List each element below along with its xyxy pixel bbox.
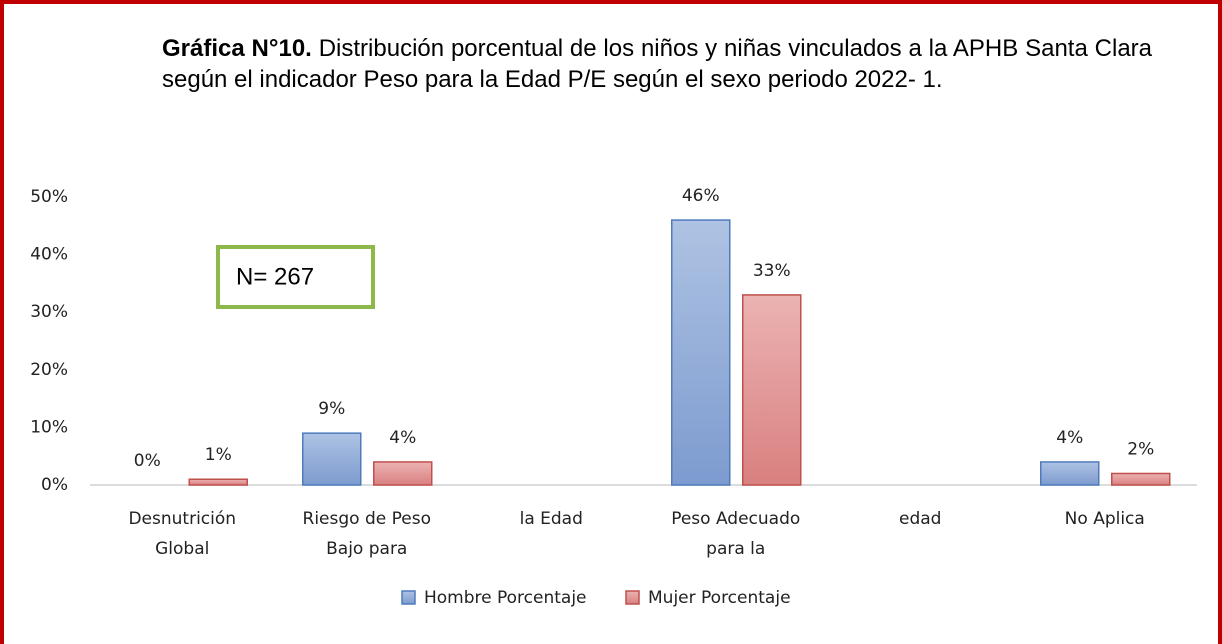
value-label: 4%: [389, 428, 416, 448]
x-tick-label: para la: [706, 539, 765, 559]
legend-label: Mujer Porcentaje: [648, 588, 791, 608]
annotation-box: [216, 245, 375, 309]
title-text: Distribución porcentual de los niños y n…: [162, 35, 1153, 93]
bar: [1040, 461, 1100, 486]
value-label: 33%: [753, 261, 791, 281]
bar: [671, 219, 731, 486]
bar: [188, 478, 248, 486]
bar: [302, 432, 362, 486]
x-tick-label: No Aplica: [1065, 509, 1145, 529]
y-tick-label: 0%: [41, 475, 68, 495]
legend-label: Hombre Porcentaje: [424, 588, 587, 608]
value-label: 4%: [1056, 428, 1083, 448]
y-tick-label: 40%: [30, 245, 68, 265]
title-label: Gráfica N°10.: [162, 35, 312, 62]
x-tick-label: edad: [899, 509, 941, 529]
bar: [742, 294, 802, 486]
x-tick-label: Riesgo de Peso: [303, 509, 431, 529]
bar: [373, 461, 433, 486]
annotation: N= 267: [236, 263, 314, 290]
value-label: 9%: [318, 399, 345, 419]
x-tick-label: la Edad: [520, 509, 583, 529]
x-tick-label: Bajo para: [326, 539, 407, 559]
y-tick-label: 30%: [30, 302, 68, 322]
legend-swatch: [401, 590, 416, 605]
y-tick-label: 10%: [30, 417, 68, 437]
y-tick-label: 50%: [30, 187, 68, 207]
value-label: 1%: [205, 445, 232, 465]
bar: [1111, 472, 1171, 486]
y-tick-label: 20%: [30, 360, 68, 380]
chart-title: Gráfica N°10. Distribución porcentual de…: [162, 33, 1152, 95]
value-label: 0%: [134, 451, 161, 471]
legend-swatch: [625, 590, 640, 605]
x-tick-label: Desnutrición: [128, 509, 236, 529]
x-tick-label: Global: [155, 539, 209, 559]
value-label: 46%: [682, 186, 720, 206]
x-tick-label: Peso Adecuado: [671, 509, 800, 529]
value-label: 2%: [1127, 439, 1154, 459]
